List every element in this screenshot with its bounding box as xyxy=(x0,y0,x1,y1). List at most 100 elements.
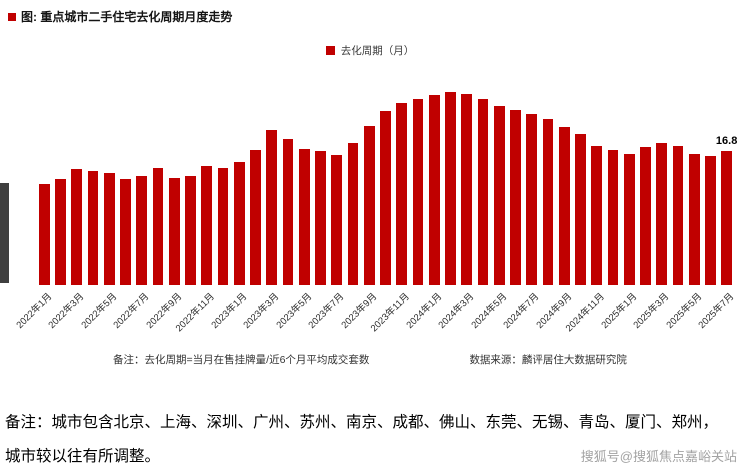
bar xyxy=(120,179,131,285)
bar xyxy=(412,99,424,285)
bar-value-label: 16.8 xyxy=(715,134,738,147)
formula-note: 备注：去化周期=当月在售挂牌量/近6个月平均成交套数 xyxy=(113,354,370,366)
bar-slot xyxy=(410,62,426,347)
bar-slot: 2025年1月 xyxy=(599,62,639,347)
bar-slot xyxy=(85,62,101,347)
bar-chart: 2022年1月 2022年3月 2022年5月 2022年7月 2022年9月 2022年… xyxy=(14,62,738,347)
bar xyxy=(672,145,684,285)
left-scrollbar[interactable] xyxy=(0,183,9,283)
bar-slot: 2024年3月 xyxy=(437,62,477,347)
bar-slot xyxy=(637,62,653,347)
bar xyxy=(688,153,700,285)
bar-slot: 2022年5月 xyxy=(79,62,119,347)
legend-swatch-icon xyxy=(325,46,335,55)
bar xyxy=(656,143,667,285)
bar xyxy=(493,105,505,285)
watermark: 搜狐号@搜狐焦点嘉峪关站 xyxy=(580,449,737,464)
bar-slot: 2025年7月 16.8 xyxy=(697,62,738,347)
bar-slot xyxy=(377,62,393,347)
bar xyxy=(315,151,326,285)
bar-slot: 2023年9月 xyxy=(339,62,379,347)
bar xyxy=(103,173,115,285)
bar-slot xyxy=(52,62,68,347)
bar-slot: 2022年3月 xyxy=(47,62,87,347)
bar-slot: 2024年9月 xyxy=(534,62,574,347)
bar xyxy=(380,110,391,285)
bar-slot xyxy=(247,62,263,347)
bar xyxy=(87,170,99,285)
bar-slot xyxy=(605,62,621,347)
bar xyxy=(185,176,196,285)
bar-slot xyxy=(475,62,491,347)
bar-slot xyxy=(442,62,458,347)
bar-slot xyxy=(540,62,556,347)
bar xyxy=(477,99,489,285)
bar-slot: 2022年11月 xyxy=(173,62,217,347)
bar xyxy=(250,149,261,285)
bar xyxy=(510,109,521,285)
bar xyxy=(363,125,375,285)
bar xyxy=(168,177,180,285)
bar-slot: 2024年7月 xyxy=(502,62,542,347)
bar-slot: 2025年3月 xyxy=(632,62,672,347)
note-line-1: 备注：城市包含北京、上海、深圳、广州、苏州、南京、成都、佛山、东莞、无锡、青岛、… xyxy=(5,414,719,431)
bar xyxy=(607,149,619,285)
bar xyxy=(282,138,294,285)
bar-slot xyxy=(215,62,231,347)
bar-slot xyxy=(572,62,588,347)
bar xyxy=(461,93,472,285)
bar xyxy=(542,119,554,285)
bar-slot: 2023年5月 xyxy=(274,62,314,347)
bar-slot: 2025年5月 xyxy=(664,62,704,347)
bar xyxy=(396,103,407,285)
note-line-2: 城市较以往有所调整。 xyxy=(5,448,161,465)
bar-slot xyxy=(280,62,296,347)
chart-title: 图: 重点城市二手住宅去化周期月度走势 xyxy=(8,8,232,25)
bar-slot: 2024年1月 xyxy=(404,62,444,347)
bar xyxy=(298,149,310,285)
bar xyxy=(445,92,456,285)
bar-slot: 2023年1月 xyxy=(209,62,249,347)
bar xyxy=(55,179,66,285)
bar xyxy=(347,143,359,285)
bar-slot xyxy=(345,62,361,347)
bar-slot: 2023年7月 xyxy=(307,62,347,347)
bar xyxy=(71,169,82,285)
bar xyxy=(38,184,50,285)
bar xyxy=(233,161,245,285)
chart-footnotes: 备注：去化周期=当月在售挂牌量/近6个月平均成交套数 数据来源：麟评居住大数据研… xyxy=(0,352,740,367)
bar-slot: 2024年5月 xyxy=(469,62,509,347)
bar xyxy=(591,145,602,285)
bar-slot: 2022年7月 xyxy=(112,62,152,347)
chart-legend: 去化周期（月） xyxy=(0,43,740,58)
bar-slot xyxy=(702,62,718,347)
bar xyxy=(575,133,586,285)
bar xyxy=(331,155,342,285)
bar xyxy=(266,129,277,285)
bar-slot: 2023年3月 xyxy=(242,62,282,347)
bar xyxy=(201,165,212,285)
bar xyxy=(136,176,147,285)
data-source: 数据来源：麟评居住大数据研究院 xyxy=(469,354,627,366)
bar xyxy=(428,95,440,285)
bar-slot xyxy=(507,62,523,347)
bar-slot: 2022年9月 xyxy=(144,62,184,347)
bar-slot xyxy=(312,62,328,347)
article-note: 备注：城市包含北京、上海、深圳、广州、苏州、南京、成都、佛山、东莞、无锡、青岛、… xyxy=(5,406,718,474)
bar-slot: 2023年11月 xyxy=(368,62,412,347)
bar xyxy=(152,168,164,285)
bar-slot xyxy=(182,62,198,347)
bar-slot xyxy=(117,62,133,347)
bar xyxy=(623,153,635,285)
bar-slot: 2024年11月 xyxy=(563,62,607,347)
bar xyxy=(640,147,651,285)
bar xyxy=(721,150,732,285)
bar-slot xyxy=(150,62,166,347)
bar xyxy=(558,127,570,285)
red-square-icon xyxy=(8,12,16,21)
bar-slot xyxy=(670,62,686,347)
bar-slot: 2022年1月 xyxy=(14,62,54,347)
bar xyxy=(217,168,229,285)
chart-title-text: 图: 重点城市二手住宅去化周期月度走势 xyxy=(21,10,233,24)
